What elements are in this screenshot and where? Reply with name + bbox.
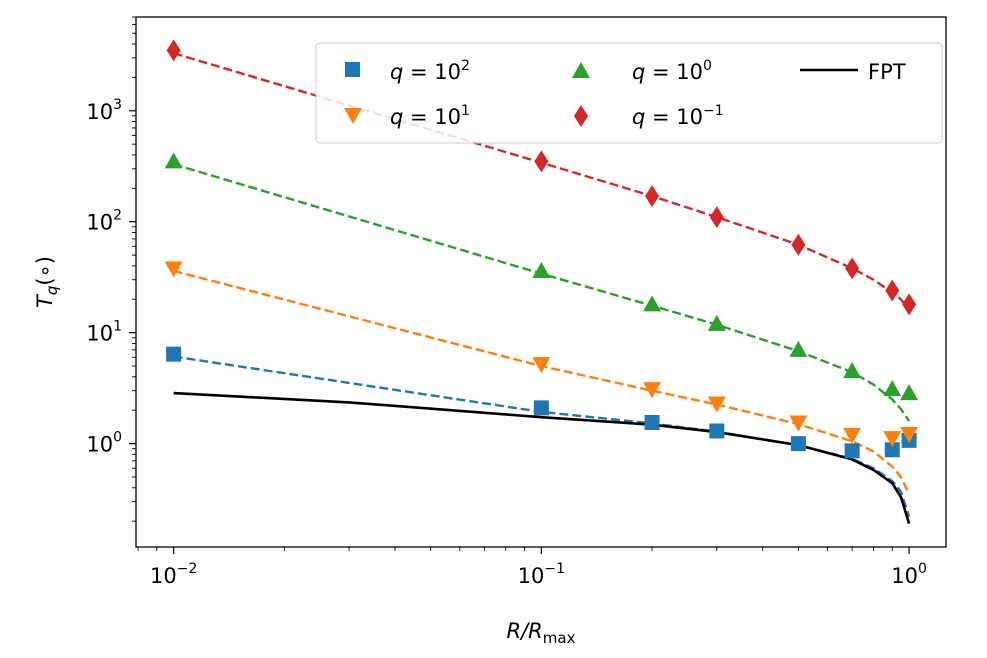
legend-box — [315, 42, 943, 144]
plot-area — [164, 39, 919, 524]
data-point-series-1 — [789, 415, 808, 432]
data-point-series-3 — [902, 293, 917, 316]
data-point-series-2 — [843, 362, 862, 379]
data-point-series-1 — [643, 382, 662, 399]
data-point-series-1 — [532, 357, 551, 374]
fit-line-series-2 — [173, 163, 911, 422]
data-point-series-2 — [532, 261, 551, 278]
y-axis-label-suffix: (∘) — [33, 256, 57, 286]
x-tick-label: 100 — [891, 561, 927, 588]
data-point-series-1 — [707, 396, 726, 413]
ticks-layer: 10−2 10−1 100 100 101 102 103 — [86, 16, 927, 588]
data-point-series-2 — [883, 380, 902, 397]
legend-marker-triangle-up — [572, 62, 590, 78]
legend-marker-square — [345, 62, 360, 77]
fit-line-series-1 — [173, 269, 911, 495]
data-point-series-1 — [883, 431, 902, 448]
x-axis-label-sub: max — [543, 629, 576, 647]
y-axis-label-sub: q — [43, 286, 61, 296]
y-axis-label-main: T — [33, 293, 57, 308]
data-point-series-2 — [900, 384, 919, 401]
data-point-series-1 — [164, 261, 183, 278]
y-tick-label: 100 — [86, 430, 122, 457]
data-point-series-2 — [707, 314, 726, 331]
data-point-series-3 — [534, 150, 549, 173]
data-point-series-2 — [789, 340, 808, 357]
data-point-series-3 — [645, 185, 660, 208]
data-point-series-2 — [164, 152, 183, 169]
x-tick-label: 10−2 — [150, 561, 197, 588]
legend-entry-fpt: FPT — [800, 60, 906, 84]
legend-label-q-1e0: q = 100 — [632, 58, 712, 84]
fit-line-series-3 — [173, 52, 911, 311]
data-point-series-2 — [643, 295, 662, 312]
y-tick-label: 103 — [86, 97, 122, 124]
data-point-series-0 — [644, 414, 660, 430]
x-axis-label-main: R/R — [507, 619, 543, 643]
data-point-series-0 — [709, 423, 725, 439]
legend-label-q-1e2: q = 102 — [390, 58, 470, 84]
data-point-series-3 — [166, 39, 181, 62]
legend-label-fpt: FPT — [868, 60, 906, 84]
x-axis-label: R/Rmax — [507, 619, 576, 647]
y-tick-label: 102 — [86, 208, 122, 235]
legend-marker-diamond — [574, 105, 588, 127]
legend: q = 102 q = 101 q = 100 q = 10−1 FPT — [315, 42, 943, 144]
data-point-series-3 — [845, 257, 860, 280]
data-point-series-1 — [843, 427, 862, 444]
legend-label-q-1e-1: q = 10−1 — [632, 103, 724, 129]
y-tick-label: 101 — [86, 319, 122, 346]
data-point-series-0 — [166, 346, 182, 362]
x-tick-label: 10−1 — [518, 561, 565, 588]
legend-label-q-1e1: q = 101 — [390, 103, 470, 129]
legend-entry-q-1e1: q = 101 — [344, 103, 470, 129]
legend-entry-q-1e0: q = 100 — [572, 58, 712, 84]
plot-frame — [135, 16, 947, 548]
data-point-series-0 — [844, 443, 860, 459]
data-point-series-3 — [709, 206, 724, 229]
data-point-series-0 — [790, 436, 806, 452]
legend-entry-q-1e2: q = 102 — [345, 58, 470, 84]
data-point-series-0 — [884, 442, 900, 458]
y-axis-label: Tq(∘) — [33, 256, 61, 308]
data-point-series-3 — [885, 279, 900, 302]
data-point-series-0 — [533, 400, 549, 416]
data-point-series-1 — [900, 427, 919, 444]
legend-marker-triangle-down — [344, 108, 362, 124]
data-point-series-3 — [791, 233, 806, 256]
legend-entry-q-1e-1: q = 10−1 — [574, 103, 724, 129]
